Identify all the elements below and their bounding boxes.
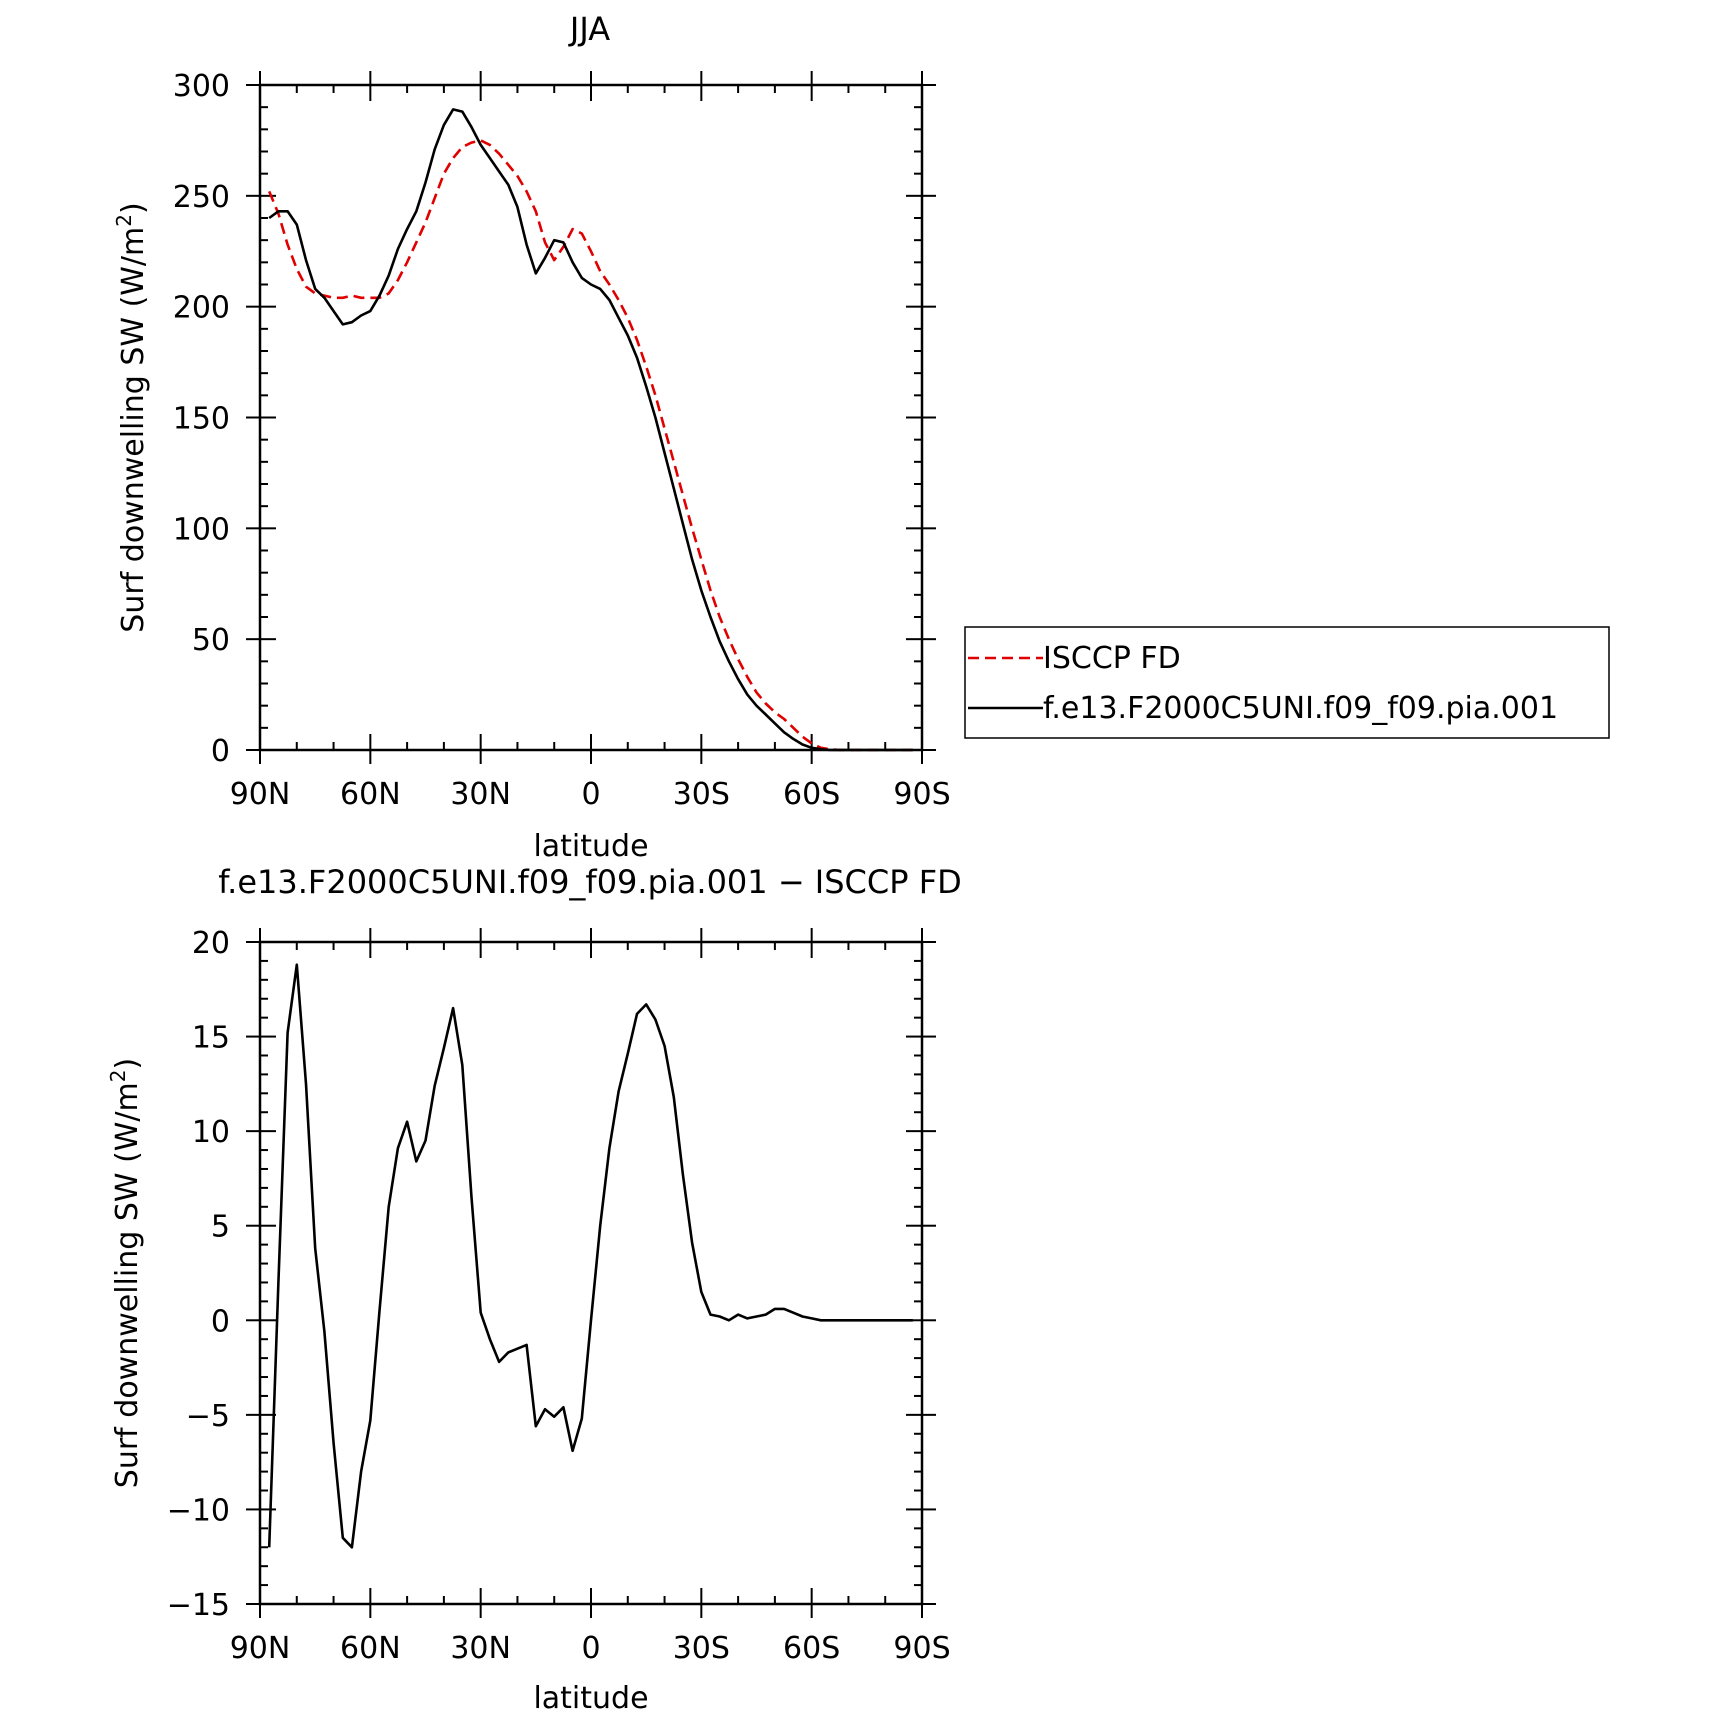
bottom-plot-frame xyxy=(258,940,924,1606)
bottom-y-tick-label: −5 xyxy=(186,1399,230,1434)
top-series-line-model xyxy=(268,108,913,752)
bottom-panel: f.e13.F2000C5UNI.f09_f09.pia.001 − ISCCP… xyxy=(106,863,962,1712)
bottom-axes-ticks xyxy=(246,928,936,1618)
bottom-x-tick-label: 30N xyxy=(450,1631,511,1666)
bottom-y-tick-labels: −15 −10 −5 0 5 10 15 20 xyxy=(167,926,230,1623)
bottom-y-tick-label: 10 xyxy=(192,1115,230,1150)
legend-label-model: f.e13.F2000C5UNI.f09_f09.pia.001 xyxy=(1043,691,1558,726)
top-series-lines xyxy=(267,108,913,752)
legend: ISCCP FD f.e13.F2000C5UNI.f09_f09.pia.00… xyxy=(964,626,1610,739)
top-y-tick-label: 200 xyxy=(173,291,230,326)
top-y-tick-label: 250 xyxy=(173,180,230,215)
top-x-tick-label: 30S xyxy=(673,777,730,812)
top-plot-title: JJA xyxy=(568,10,610,48)
bottom-y-axis-label: Surf downwelling SW (W/m2) xyxy=(106,1058,145,1488)
bottom-y-tick-label: 20 xyxy=(192,926,230,961)
bottom-x-tick-labels: 90N 60N 30N 0 30S 60S 90S xyxy=(230,1631,951,1666)
top-y-tick-label: 300 xyxy=(173,69,230,104)
bottom-series-lines xyxy=(267,963,913,1549)
bottom-x-tick-label: 30S xyxy=(673,1631,730,1666)
bottom-y-tick-label: 0 xyxy=(211,1304,230,1339)
bottom-series-line-model xyxy=(267,963,913,1549)
bottom-plot-title: f.e13.F2000C5UNI.f09_f09.pia.001 − ISCCP… xyxy=(218,863,962,901)
legend-label-isccp: ISCCP FD xyxy=(1043,641,1181,676)
bottom-y-tick-label: 15 xyxy=(192,1021,230,1056)
top-y-tick-label: 100 xyxy=(173,512,230,547)
top-panel: JJA 90N 60N 30N 0 30S 60S 90S 0 50 100 150 200 250 3… xyxy=(112,10,1610,864)
bottom-x-tick-label: 0 xyxy=(581,1631,600,1666)
top-plot-frame xyxy=(258,83,924,752)
top-y-axis-label: Surf downwelling SW (W/m2) xyxy=(112,202,151,632)
bottom-y-tick-label: 5 xyxy=(211,1210,230,1245)
bottom-x-tick-label: 90N xyxy=(230,1631,291,1666)
legend-box xyxy=(964,626,1610,739)
bottom-y-tick-label: −10 xyxy=(167,1493,230,1528)
bottom-x-axis-label: latitude xyxy=(533,1681,648,1712)
bottom-x-tick-label: 90S xyxy=(893,1631,950,1666)
top-x-tick-label: 90N xyxy=(230,777,291,812)
top-x-tick-label: 0 xyxy=(581,777,600,812)
top-y-tick-labels: 0 50 100 150 200 250 300 xyxy=(173,69,230,769)
bottom-x-tick-label: 60N xyxy=(340,1631,401,1666)
bottom-y-tick-label: −15 xyxy=(167,1588,230,1623)
top-x-tick-label: 60N xyxy=(340,777,401,812)
top-x-axis-label: latitude xyxy=(533,829,648,864)
top-y-tick-label: 0 xyxy=(211,734,230,769)
top-x-tick-label: 30N xyxy=(450,777,511,812)
top-axes-ticks xyxy=(246,71,936,764)
top-x-tick-label: 60S xyxy=(783,777,840,812)
bottom-x-tick-label: 60S xyxy=(783,1631,840,1666)
top-y-tick-label: 150 xyxy=(173,402,230,437)
top-y-tick-label: 50 xyxy=(192,623,230,658)
top-series-line-isccp xyxy=(267,139,913,752)
top-x-tick-labels: 90N 60N 30N 0 30S 60S 90S xyxy=(230,777,951,812)
top-x-tick-label: 90S xyxy=(893,777,950,812)
